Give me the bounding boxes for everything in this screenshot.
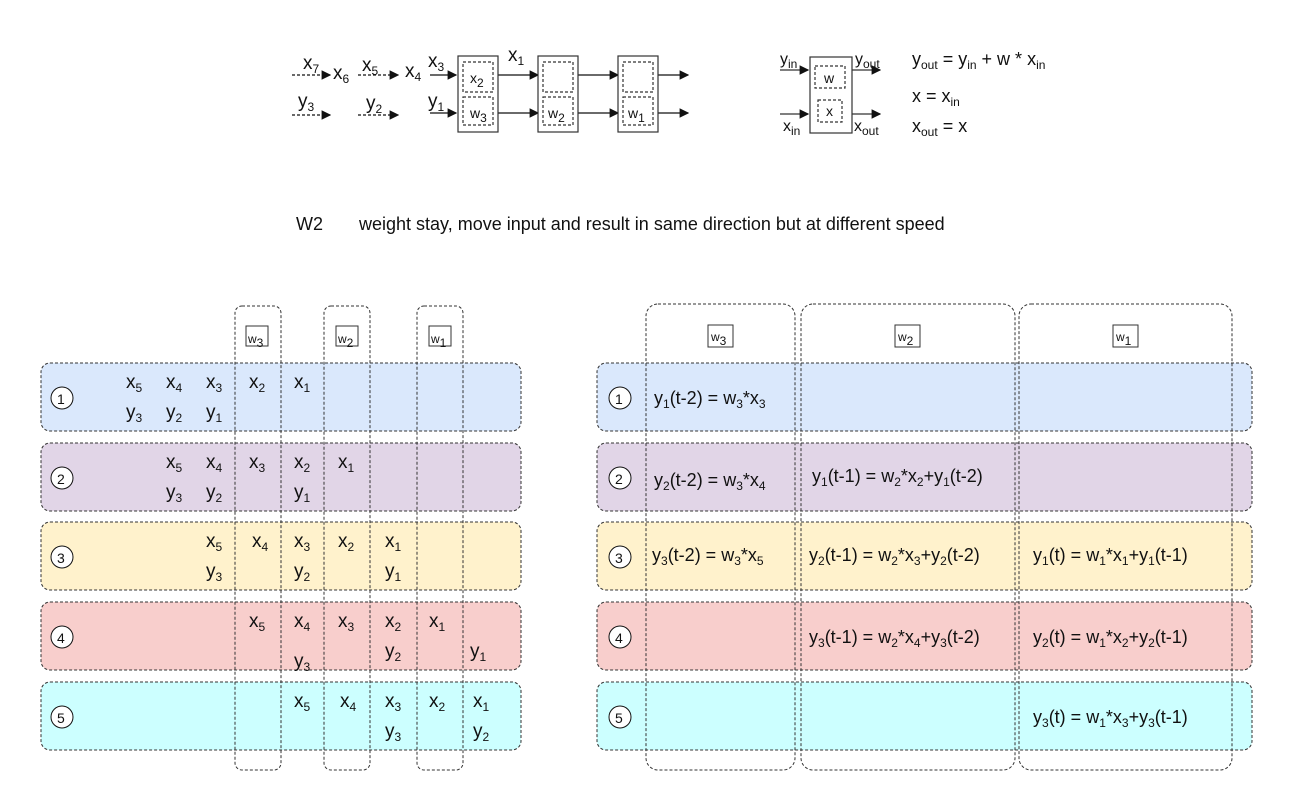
left-cell-value: x1	[429, 611, 446, 634]
left-cell-value: x1	[338, 452, 355, 475]
pipeline-input-label: x7	[303, 53, 320, 76]
left-cell-value: y2	[166, 402, 183, 425]
right-cell-equation: y1(t-2) = w3*x3	[654, 388, 766, 411]
pe-port-label: yin	[780, 51, 798, 71]
left-weight-columns	[234, 305, 464, 771]
left-cell-value: y2	[206, 482, 223, 505]
pe-equation: yout = yin + w * xin	[912, 49, 1046, 72]
left-cell-value: x4	[252, 531, 269, 554]
row-number: 4	[57, 630, 65, 646]
right-cell-equation: y2(t-2) = w3*x4	[654, 470, 766, 493]
row-number: 2	[57, 471, 65, 487]
pipeline-cells	[457, 55, 659, 133]
pe-definition-box	[780, 56, 882, 134]
pipeline-input-label: x4	[405, 61, 422, 84]
row-number: 1	[615, 391, 623, 407]
row-number: 4	[615, 630, 623, 646]
right-weight-label: w3	[711, 330, 727, 348]
left-cell-value: x3	[338, 611, 355, 634]
row-number: 3	[615, 550, 623, 566]
right-cell-equation: y3(t-2) = w3*x5	[652, 545, 764, 568]
input-arrows	[292, 70, 690, 120]
cell-weight-label: w1	[628, 105, 645, 125]
left-cell-value: x5	[166, 452, 183, 475]
left-cell-value: x3	[249, 452, 266, 475]
left-cell-value: x2	[385, 611, 402, 634]
row-circles	[50, 386, 632, 729]
caption-text: weight stay, move input and result in sa…	[359, 214, 945, 234]
cell-register-label: x2	[470, 70, 484, 90]
left-cell-value: x2	[249, 372, 266, 395]
row-number: 2	[615, 471, 623, 487]
left-cell-value: x2	[294, 452, 311, 475]
left-cell-value: y3	[166, 482, 183, 505]
left-cell-value: y3	[385, 721, 402, 744]
pe-port-label: xin	[783, 118, 801, 138]
left-cell-value: y1	[294, 482, 311, 505]
cell-weight-label: w2	[548, 105, 565, 125]
right-weight-label: w1	[1116, 330, 1132, 348]
pipeline-input-label: y1	[428, 91, 445, 114]
left-cell-value: x1	[473, 691, 490, 714]
pe-port-label: xout	[854, 118, 879, 138]
pe-equation: xout = x	[912, 116, 968, 139]
pe-weight-register: w	[824, 70, 835, 86]
left-cell-value: x5	[206, 531, 223, 554]
left-cell-value: x4	[294, 611, 311, 634]
left-cell-value: x4	[166, 372, 183, 395]
left-weight-label: w1	[431, 332, 447, 350]
left-cell-value: y2	[385, 641, 402, 664]
right-cell-equation: y3(t) = w1*x3+y3(t-1)	[1033, 707, 1188, 730]
right-weight-columns	[645, 303, 1233, 771]
left-cell-value: y3	[206, 561, 223, 584]
left-cell-value: x2	[429, 691, 446, 714]
right-cell-equation: y1(t-1) = w2*x2+y1(t-2)	[812, 466, 983, 489]
left-cell-value: x5	[294, 691, 311, 714]
left-cell-value: y1	[206, 402, 223, 425]
pipeline-input-label: x5	[362, 55, 379, 78]
right-weight-boxes	[707, 324, 1139, 348]
caption-id: W2	[296, 214, 323, 234]
right-cell-equation: y3(t-1) = w2*x4+y3(t-2)	[809, 627, 980, 650]
left-weight-boxes	[245, 325, 452, 347]
left-cell-value: x2	[338, 531, 355, 554]
right-cell-equation: y2(t-1) = w2*x3+y2(t-2)	[809, 545, 980, 568]
row-number: 1	[57, 391, 65, 407]
pipeline-input-label: x3	[428, 51, 445, 74]
left-weight-label: w2	[338, 332, 354, 350]
pipeline-input-label: y2	[366, 93, 383, 116]
row-number: 3	[57, 550, 65, 566]
left-cell-value: y3	[294, 651, 311, 674]
pe-port-label: yout	[855, 51, 880, 71]
left-cell-value: y1	[385, 561, 402, 584]
pipeline-input-label: y3	[298, 91, 315, 114]
left-cell-value: x4	[206, 452, 223, 475]
left-cell-value: y2	[473, 721, 490, 744]
right-weight-label: w2	[898, 330, 914, 348]
left-cell-value: y2	[294, 561, 311, 584]
right-cell-equation: y1(t) = w1*x1+y1(t-1)	[1033, 545, 1188, 568]
left-cell-value: x1	[294, 372, 311, 395]
right-row-bands	[596, 362, 1253, 751]
left-cell-value: x5	[126, 372, 143, 395]
left-cell-value: x4	[340, 691, 357, 714]
pe-equation: x = xin	[912, 86, 960, 109]
left-weight-label: w3	[248, 332, 264, 350]
pipeline-input-label: x1	[508, 45, 525, 68]
cell-weight-label: w3	[470, 105, 487, 125]
right-cell-equation: y2(t) = w1*x2+y2(t-1)	[1033, 627, 1188, 650]
row-number: 5	[57, 710, 65, 726]
left-cell-value: x3	[206, 372, 223, 395]
pipeline-input-label: x6	[333, 63, 350, 86]
left-cell-value: x3	[385, 691, 402, 714]
left-cell-value: y3	[126, 402, 143, 425]
pe-x-register: x	[826, 103, 833, 119]
row-number: 5	[615, 710, 623, 726]
left-cell-value: x1	[385, 531, 402, 554]
left-cell-value: x3	[294, 531, 311, 554]
left-cell-value: x5	[249, 611, 266, 634]
left-cell-value: y1	[470, 641, 487, 664]
